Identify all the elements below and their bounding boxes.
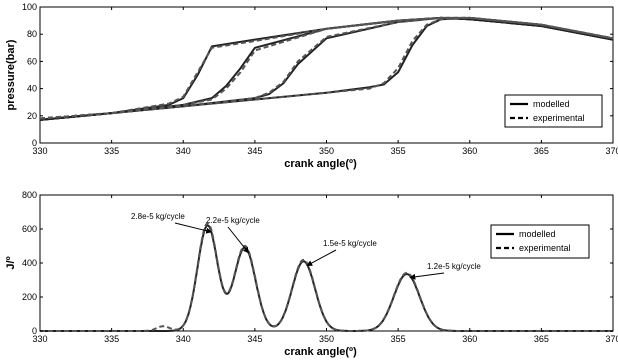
modelled-heat-release-line bbox=[39, 224, 614, 332]
heat-release-annotations: 2.8e-5 kg/cycle 2.2e-5 kg/cycle 1.5e-5 kg/… bbox=[131, 212, 481, 280]
peak-annotation-arrow bbox=[174, 222, 213, 234]
pressure-y-tick-label: 80 bbox=[27, 29, 37, 39]
heat-release-y-tick-label: 600 bbox=[22, 224, 37, 234]
peak-annotation-arrow bbox=[227, 226, 250, 254]
pressure-curves bbox=[39, 16, 614, 121]
peak-annotation-arrow bbox=[409, 272, 445, 280]
heat-release-x-tick-label: 355 bbox=[391, 334, 406, 344]
heat-release-y-tick-label: 800 bbox=[22, 190, 37, 200]
heat-release-legend-modelled-label: modelled bbox=[519, 229, 556, 239]
peak-annotation-label: 1.2e-5 kg/cycle bbox=[427, 262, 481, 271]
heat-release-x-tick-label: 350 bbox=[319, 334, 334, 344]
pressure-x-tick-label: 345 bbox=[247, 146, 262, 156]
pressure-y-tick-label: 0 bbox=[32, 138, 37, 148]
experimental-pressure-line bbox=[39, 16, 614, 120]
pressure-y-tick-label: 100 bbox=[22, 2, 37, 12]
heat-release-y-axis-label: J/º bbox=[5, 256, 17, 269]
heat-release-x-tick-label: 340 bbox=[176, 334, 191, 344]
pressure-legend-box bbox=[504, 94, 603, 128]
pressure-x-tick-label: 360 bbox=[462, 146, 477, 156]
heat-release-x-tick-label: 335 bbox=[104, 334, 119, 344]
heat-release-x-tick-label: 365 bbox=[534, 334, 549, 344]
heat-release-legend-experimental-label: experimental bbox=[519, 243, 571, 253]
pressure-legend: modelled experimental bbox=[504, 94, 603, 128]
heat-release-y-tick-label: 0 bbox=[32, 326, 37, 336]
peak-annotation-label: 2.2e-5 kg/cycle bbox=[206, 216, 260, 225]
pressure-legend-modelled-label: modelled bbox=[533, 99, 570, 109]
heat-release-y-tick-label: 400 bbox=[22, 258, 37, 268]
pressure-ticks: 330 335 340 345 350 355 360 365 370 0 20 40 60 80 100 bbox=[22, 2, 618, 156]
heat-release-x-axis-label: crank angle(º) bbox=[284, 346, 357, 358]
heat-release-x-tick-label: 345 bbox=[247, 334, 262, 344]
heat-release-x-tick-label: 360 bbox=[462, 334, 477, 344]
pressure-x-tick-label: 370 bbox=[605, 146, 618, 156]
heat-release-x-tick-label: 330 bbox=[32, 334, 47, 344]
heat-release-y-tick-label: 200 bbox=[22, 292, 37, 302]
peak-annotation-label: 1.5e-5 kg/cycle bbox=[323, 239, 377, 248]
pressure-x-tick-label: 340 bbox=[176, 146, 191, 156]
pressure-x-tick-label: 350 bbox=[319, 146, 334, 156]
experimental-pressure-line bbox=[39, 16, 614, 120]
peak-annotation-label: 2.8e-5 kg/cycle bbox=[131, 212, 185, 221]
experimental-pressure-line bbox=[39, 16, 614, 120]
pressure-y-axis-label: pressure(bar) bbox=[5, 39, 17, 110]
heat-release-plot-frame bbox=[39, 194, 614, 332]
pressure-x-tick-label: 330 bbox=[32, 146, 47, 156]
pressure-x-axis-label: crank angle(º) bbox=[284, 158, 357, 170]
heat-release-legend-box bbox=[490, 224, 590, 259]
heat-release-x-tick-label: 370 bbox=[605, 334, 618, 344]
pressure-legend-experimental-label: experimental bbox=[533, 113, 585, 123]
pressure-x-tick-label: 335 bbox=[104, 146, 119, 156]
pressure-panel: 330335340345350355360365370020406080100 … bbox=[5, 2, 618, 170]
pressure-y-tick-label: 20 bbox=[27, 111, 37, 121]
pressure-x-tick-label: 365 bbox=[534, 146, 549, 156]
heat-release-curves bbox=[39, 222, 614, 332]
pressure-x-tick-label: 355 bbox=[391, 146, 406, 156]
pressure-y-tick-label: 40 bbox=[27, 84, 37, 94]
peak-annotation-arrow bbox=[306, 249, 337, 266]
heat-release-ticks: 330 335 340 345 350 355 360 365 370 0 200 400 600 800 bbox=[22, 190, 618, 344]
heat-release-legend: modelled experimental bbox=[490, 224, 590, 259]
heat-release-panel: 330 335 340 345 350 355 360 365 370 0 200 400 600 800… bbox=[5, 190, 618, 358]
pressure-y-tick-label: 60 bbox=[27, 56, 37, 66]
